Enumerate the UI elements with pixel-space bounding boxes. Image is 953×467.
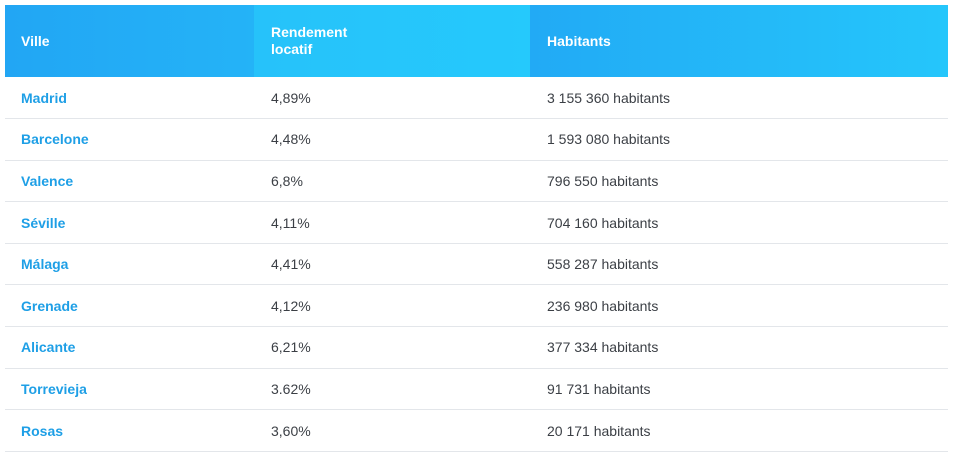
table-row: Torrevieja 3.62% 91 731 habitants — [5, 368, 948, 410]
table-row: Alicante 6,21% 377 334 habitants — [5, 327, 948, 369]
population-cell: 91 731 habitants — [547, 380, 651, 397]
population-cell: 20 171 habitants — [547, 422, 651, 439]
city-cell[interactable]: Alicante — [21, 339, 76, 356]
header-population: Habitants — [530, 5, 948, 77]
city-yield-table-container: Ville Rendement locatif Habitants Madrid… — [5, 5, 948, 452]
table-body: Madrid 4,89% 3 155 360 habitants Barcelo… — [5, 77, 948, 452]
city-cell[interactable]: Séville — [21, 214, 66, 231]
table-row: Málaga 4,41% 558 287 habitants — [5, 243, 948, 285]
table-row: Séville 4,11% 704 160 habitants — [5, 202, 948, 244]
table-header: Ville Rendement locatif Habitants — [5, 5, 948, 77]
city-cell[interactable]: Rosas — [21, 422, 64, 439]
city-cell[interactable]: Grenade — [21, 297, 78, 314]
population-cell: 796 550 habitants — [547, 172, 659, 189]
city-cell[interactable]: Valence — [21, 172, 74, 189]
population-cell: 558 287 habitants — [547, 256, 659, 273]
city-cell[interactable]: Madrid — [21, 89, 67, 106]
table-row: Grenade 4,12% 236 980 habitants — [5, 285, 948, 327]
population-cell: 704 160 habitants — [547, 214, 659, 231]
population-cell: 3 155 360 habitants — [547, 89, 670, 106]
city-cell[interactable]: Torrevieja — [21, 380, 87, 397]
table-row: Barcelone 4,48% 1 593 080 habitants — [5, 119, 948, 161]
yield-cell: 4,48% — [271, 131, 311, 148]
yield-cell: 6,21% — [271, 339, 311, 356]
population-cell: 236 980 habitants — [547, 297, 659, 314]
header-row: Ville Rendement locatif Habitants — [5, 5, 948, 77]
yield-cell: 4,41% — [271, 256, 311, 273]
yield-cell: 4,11% — [271, 214, 310, 231]
population-cell: 1 593 080 habitants — [547, 131, 670, 148]
header-yield-label: Rendement locatif — [271, 24, 348, 57]
yield-cell: 4,12% — [271, 297, 311, 314]
yield-cell: 3,60% — [271, 422, 311, 439]
population-cell: 377 334 habitants — [547, 339, 659, 356]
yield-cell: 6,8% — [271, 172, 303, 189]
city-cell[interactable]: Barcelone — [21, 131, 89, 148]
table-row: Valence 6,8% 796 550 habitants — [5, 160, 948, 202]
city-cell[interactable]: Málaga — [21, 256, 69, 273]
yield-cell: 3.62% — [271, 380, 311, 397]
header-yield: Rendement locatif — [254, 5, 530, 77]
header-city: Ville — [5, 5, 254, 77]
city-yield-table: Ville Rendement locatif Habitants Madrid… — [5, 5, 948, 452]
table-row: Madrid 4,89% 3 155 360 habitants — [5, 77, 948, 119]
yield-cell: 4,89% — [271, 89, 311, 106]
table-row: Rosas 3,60% 20 171 habitants — [5, 410, 948, 452]
